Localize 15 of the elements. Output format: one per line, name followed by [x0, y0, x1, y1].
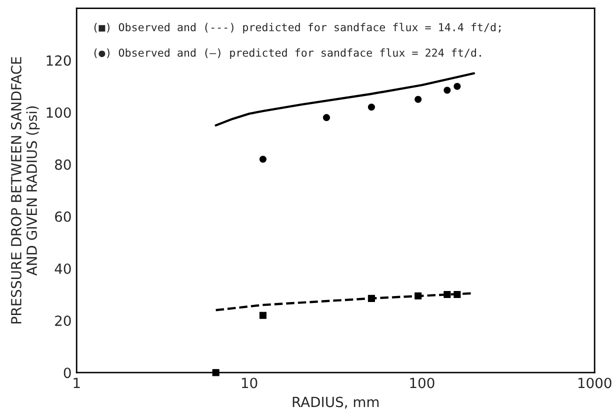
y-tick-label: 20	[55, 316, 71, 326]
x-axis-title: RADIUS, mm	[292, 396, 379, 409]
y-axis-title: PRESSURE DROP BETWEEN SANDFACE AND GIVEN RADIUS (psi)	[10, 57, 40, 324]
x-tick-label: 10	[242, 378, 258, 388]
annotation: (●) Observed and (—) predicted for sandface flux = 224 ft/d.	[94, 48, 481, 59]
y-tick-label: 60	[55, 211, 71, 222]
x-tick-label: 100	[410, 378, 434, 388]
y-tick-label: 120	[46, 55, 71, 66]
y-tick-label: 0	[64, 368, 71, 378]
y-tick-label: 80	[55, 159, 71, 170]
y-tick-label: 40	[54, 263, 71, 274]
y-tick-label: 100	[46, 107, 71, 118]
x-tick-label: 1	[74, 378, 80, 388]
annotation: (■) Observed and (---) predicted for sandface flux = 14.4 ft/d;	[94, 22, 501, 34]
x-tick-label: 1000	[578, 378, 612, 388]
